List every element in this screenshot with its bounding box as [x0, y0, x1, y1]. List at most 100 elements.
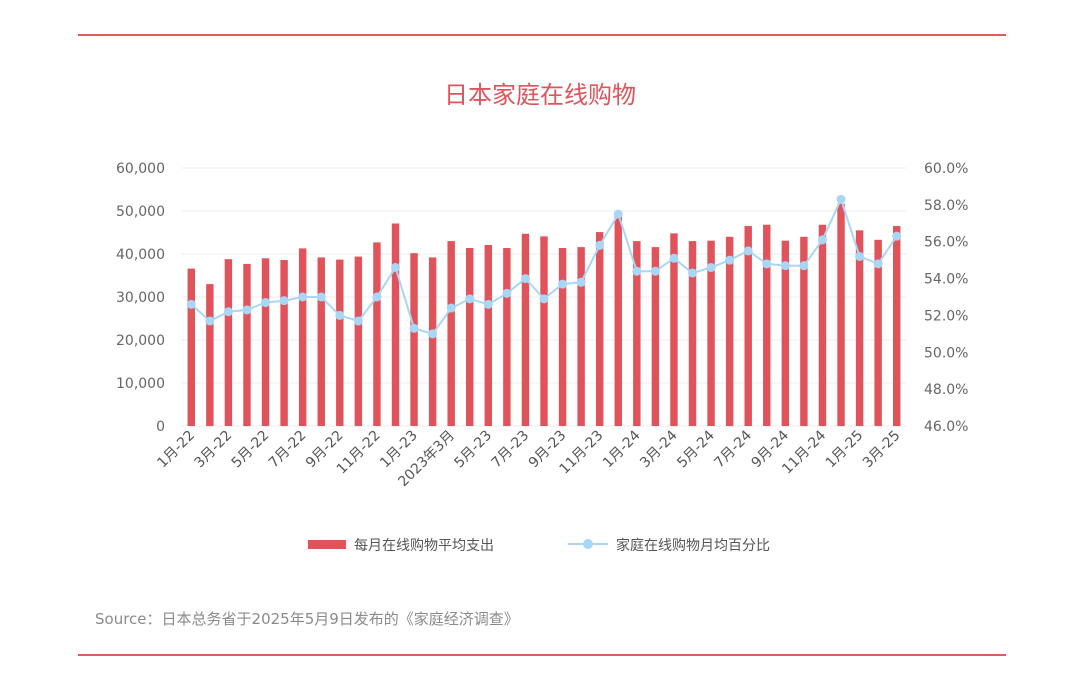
- line-point: [743, 246, 753, 256]
- y-right-tick-label: 56.0%: [924, 235, 968, 251]
- bar: [410, 253, 418, 426]
- y-right-tick-label: 46.0%: [924, 419, 968, 435]
- legend-label-line: 家庭在线购物月均百分比: [616, 537, 770, 554]
- line-point: [595, 240, 605, 250]
- bar: [725, 236, 734, 426]
- line-point: [353, 316, 363, 326]
- line-point: [539, 294, 549, 304]
- bar: [373, 242, 381, 426]
- line-point: [316, 292, 326, 302]
- line-point: [335, 310, 345, 320]
- bar: [354, 256, 363, 426]
- line-point: [817, 235, 827, 245]
- line-point: [446, 303, 456, 313]
- bar: [484, 244, 493, 426]
- bar: [874, 239, 882, 426]
- bar: [503, 247, 511, 426]
- line-point: [205, 316, 215, 326]
- bar: [577, 247, 585, 426]
- bar: [243, 263, 251, 426]
- line-point: [372, 292, 382, 302]
- line-point: [632, 266, 642, 276]
- line-point: [279, 296, 289, 306]
- bar: [633, 241, 641, 426]
- y-right-tick-label: 50.0%: [924, 345, 968, 361]
- bar: [614, 216, 622, 426]
- line-point: [669, 253, 679, 263]
- bar: [818, 224, 827, 426]
- line-point: [799, 261, 809, 271]
- line-point: [223, 307, 233, 317]
- bar: [206, 284, 214, 426]
- bar: [224, 259, 233, 426]
- line-point: [186, 299, 196, 309]
- bar: [298, 248, 307, 426]
- x-tick-label: 5月-24: [674, 427, 718, 471]
- source-note: Source：日本总务省于2025年5月9日发布的《家庭经济调查》: [95, 610, 519, 628]
- bar: [428, 257, 437, 426]
- top-rule: [78, 34, 1006, 36]
- bar: [670, 233, 678, 426]
- chart-title: 日本家庭在线购物: [444, 81, 636, 109]
- line-point: [483, 299, 493, 309]
- line-point: [298, 292, 308, 302]
- bar: [855, 230, 864, 426]
- line-point: [855, 251, 865, 261]
- line-point: [873, 259, 883, 269]
- line-point: [836, 194, 846, 204]
- legend-swatch-bar: [308, 540, 346, 549]
- bar: [447, 241, 455, 426]
- line-point: [242, 305, 252, 315]
- y-left-tick-label: 10,000: [116, 376, 165, 392]
- line-point: [780, 261, 790, 271]
- bar: [558, 247, 567, 426]
- bar: [893, 226, 901, 426]
- y-left-tick-label: 40,000: [116, 247, 165, 263]
- legend-label-bar: 每月在线购物平均支出: [354, 538, 494, 554]
- line-point: [892, 231, 902, 241]
- bar: [336, 259, 344, 426]
- line-point: [558, 279, 568, 289]
- bar: [391, 223, 400, 426]
- bar: [688, 241, 697, 426]
- y-left-tick-label: 60,000: [116, 161, 165, 177]
- line-point: [428, 329, 438, 339]
- line-point: [390, 263, 400, 273]
- bar: [317, 257, 325, 426]
- y-left-tick-label: 50,000: [116, 204, 165, 220]
- x-tick-label: 3月-25: [860, 428, 904, 472]
- line-point: [762, 259, 772, 269]
- line-point: [576, 277, 586, 287]
- bar: [540, 236, 548, 426]
- bar: [280, 260, 288, 426]
- x-tick-label: 3月-24: [637, 427, 681, 471]
- x-tick-label: 7月-22: [266, 428, 310, 472]
- y-left-tick-label: 0: [156, 419, 165, 435]
- x-tick-label: 7月-23: [489, 428, 533, 472]
- x-tick-label: 1月-24: [600, 427, 644, 471]
- line-point: [520, 274, 530, 284]
- bar: [466, 247, 474, 426]
- y-right-tick-label: 48.0%: [924, 382, 968, 398]
- x-tick-label: 7月-24: [711, 427, 755, 471]
- line-point: [725, 255, 735, 265]
- bar: [763, 224, 771, 426]
- x-tick-label: 1月-25: [823, 428, 867, 472]
- y-left-tick-label: 30,000: [116, 290, 165, 306]
- x-tick-label: 5月-22: [229, 428, 273, 472]
- bar: [521, 233, 530, 426]
- line-point: [613, 209, 623, 219]
- y-right-tick-label: 58.0%: [924, 198, 968, 214]
- x-tick-label: 5月-23: [451, 428, 495, 472]
- line-point: [706, 263, 716, 273]
- y-left-tick-label: 20,000: [116, 333, 165, 349]
- bar: [800, 236, 808, 426]
- bottom-rule: [78, 654, 1006, 656]
- bar: [187, 268, 195, 426]
- line-point: [650, 266, 660, 276]
- y-right-tick-label: 60.0%: [924, 161, 968, 177]
- bar: [707, 240, 715, 426]
- bar: [595, 232, 604, 426]
- bar: [261, 258, 270, 426]
